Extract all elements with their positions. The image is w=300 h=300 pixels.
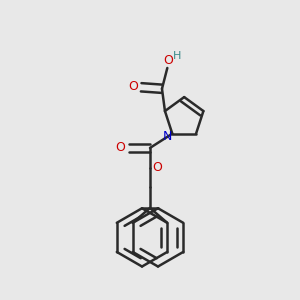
Text: O: O xyxy=(128,80,138,93)
Text: N: N xyxy=(163,130,172,143)
Text: O: O xyxy=(152,161,162,174)
Text: H: H xyxy=(173,51,181,62)
Text: O: O xyxy=(163,54,173,67)
Text: O: O xyxy=(115,141,125,154)
